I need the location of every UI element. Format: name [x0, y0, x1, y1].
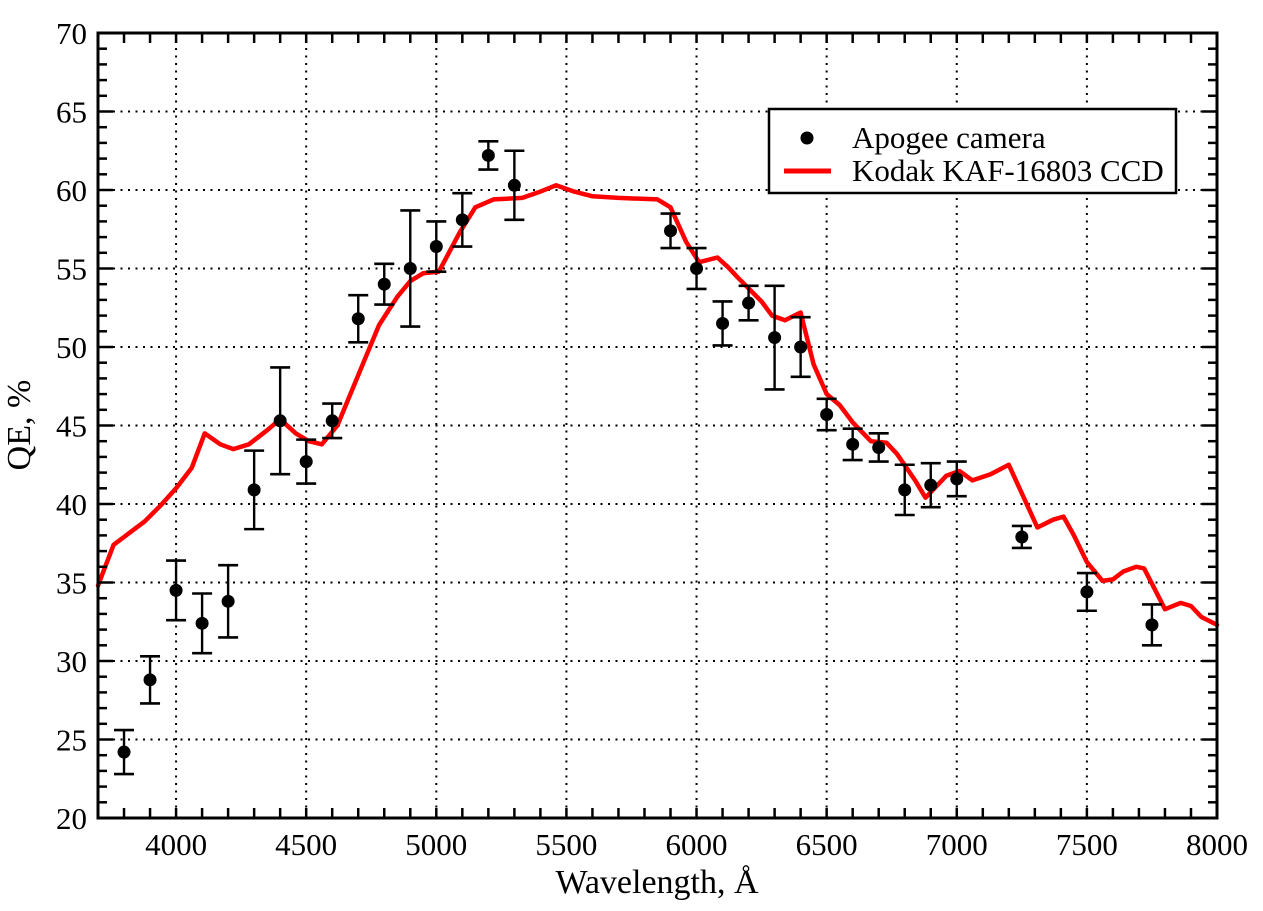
- legend: Apogee camera Kodak KAF-16803 CCD: [767, 107, 1178, 195]
- data-point: [820, 408, 834, 422]
- x-tick-labels: 4000 4500 5000 5500 6000 6500 7000 7500 8000: [145, 827, 1248, 862]
- data-point: [481, 148, 495, 162]
- y-tick-label: 70: [56, 16, 87, 51]
- data-point: [403, 262, 417, 275]
- y-tick-label: 35: [56, 566, 87, 601]
- legend-marker-apogee-icon: [800, 131, 814, 145]
- x-tick-label: 6500: [796, 827, 858, 862]
- y-tick-label: 30: [56, 644, 87, 679]
- x-tick-label: 4000: [145, 827, 207, 862]
- data-point: [716, 316, 730, 330]
- y-tick-label: 55: [56, 252, 87, 287]
- y-tick-label: 45: [56, 409, 87, 444]
- data-point: [950, 472, 964, 486]
- data-point: [872, 440, 886, 454]
- data-point: [325, 414, 339, 428]
- y-tick-label: 50: [56, 330, 87, 365]
- data-point: [273, 414, 287, 428]
- data-point: [247, 483, 261, 497]
- data-point: [351, 312, 365, 326]
- data-point: [221, 594, 235, 608]
- legend-label-apogee: Apogee camera: [852, 120, 1046, 155]
- data-point: [846, 437, 860, 451]
- y-tick-label: 25: [56, 723, 87, 758]
- y-tick-label: 60: [56, 173, 87, 208]
- data-point: [195, 616, 209, 630]
- data-point: [117, 745, 131, 759]
- x-tick-label: 6000: [666, 827, 728, 862]
- data-point: [377, 277, 391, 291]
- y-tick-labels: 20 25 30 35 40 45 50 55 60 65 70: [56, 16, 87, 836]
- data-point: [690, 262, 704, 275]
- data-point: [742, 296, 756, 310]
- data-point: [768, 331, 782, 345]
- x-tick-label: 5500: [535, 827, 597, 862]
- data-point: [169, 583, 183, 597]
- axis-ticks: [98, 33, 1217, 818]
- data-point: [664, 224, 678, 238]
- data-point: [143, 673, 157, 687]
- legend-label-kodak: Kodak KAF-16803 CCD: [852, 153, 1164, 188]
- data-point: [898, 483, 912, 497]
- apogee-error-bars: [114, 140, 1162, 776]
- x-tick-label: 7000: [926, 827, 988, 862]
- x-tick-label: 7500: [1056, 827, 1118, 862]
- data-point: [429, 240, 443, 254]
- y-tick-label: 40: [56, 487, 87, 522]
- data-point: [924, 478, 938, 492]
- x-tick-label: 5000: [405, 827, 467, 862]
- data-point: [1015, 530, 1029, 544]
- kodak-ccd-curve: [95, 183, 1220, 628]
- legend-box: [767, 107, 1178, 195]
- y-tick-label: 20: [56, 801, 87, 836]
- x-tick-label: 4500: [275, 827, 337, 862]
- y-tick-label: 65: [56, 95, 87, 130]
- gridlines: [98, 33, 1217, 818]
- y-axis-label: QE, %: [1, 380, 38, 471]
- data-point: [455, 213, 469, 227]
- x-axis-label: Wavelength, Å: [555, 864, 759, 901]
- apogee-data-points: [117, 148, 1159, 759]
- data-point: [299, 455, 313, 469]
- plot-frame: [96, 31, 1219, 820]
- data-point: [507, 178, 521, 192]
- data-point: [794, 340, 808, 354]
- data-point: [1080, 585, 1094, 599]
- data-point: [1145, 618, 1159, 632]
- x-tick-label: 8000: [1186, 827, 1248, 862]
